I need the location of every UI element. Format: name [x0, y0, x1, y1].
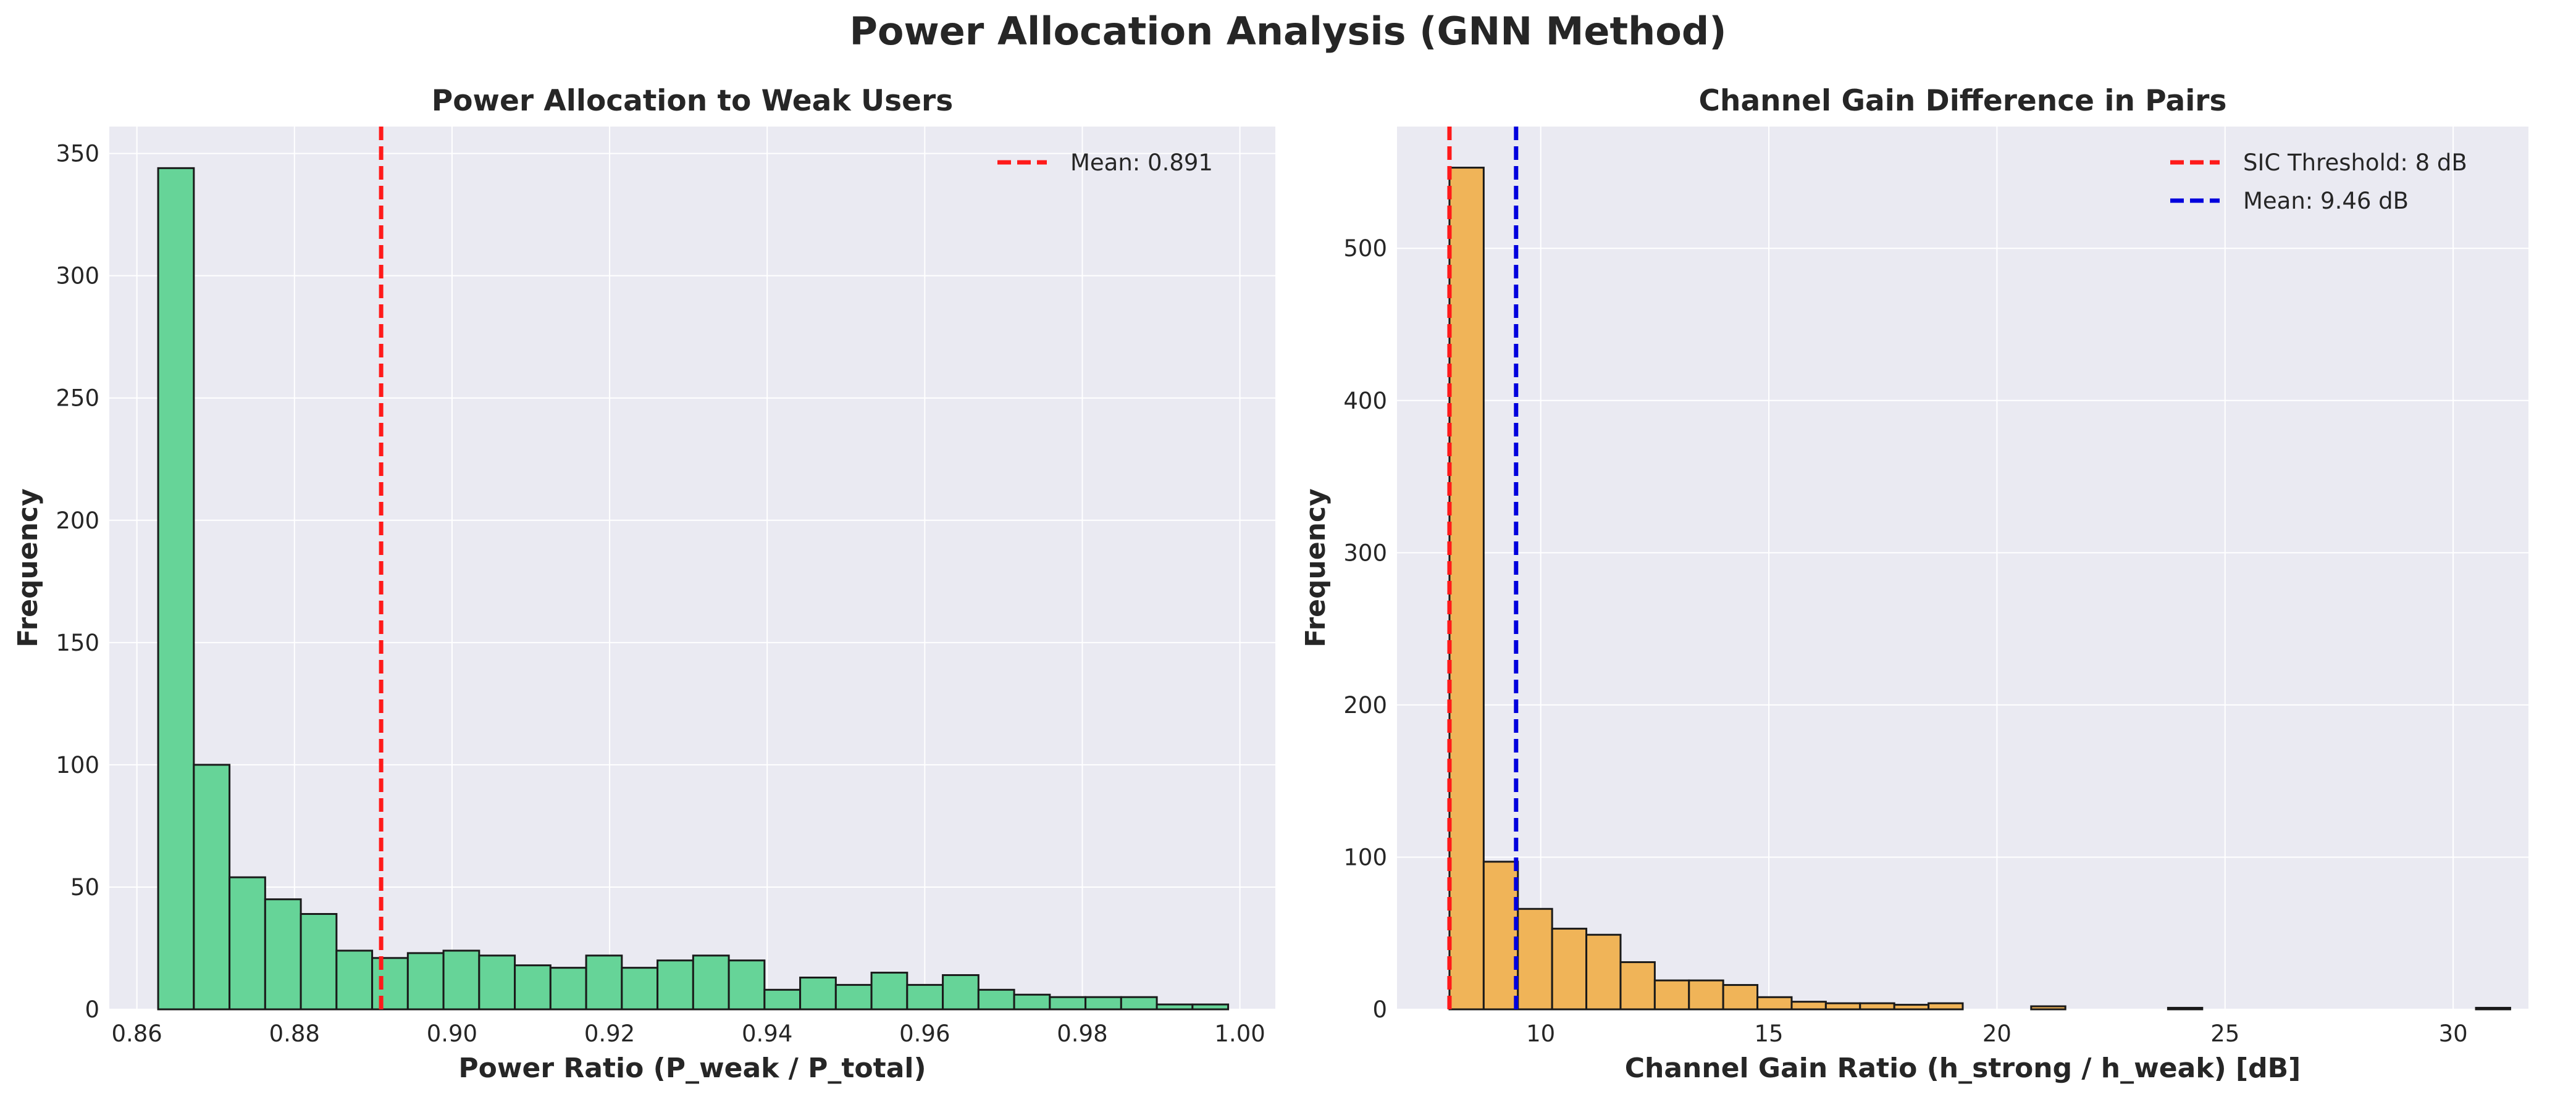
- y-axis-label: Frequency: [12, 488, 44, 648]
- legend-label: Mean: 0.891: [1070, 149, 1213, 176]
- histogram-bar: [657, 959, 694, 1011]
- histogram-bar: [549, 967, 587, 1011]
- histogram-bar: [157, 167, 195, 1011]
- histogram-bar: [229, 876, 266, 1011]
- histogram-bar: [1722, 984, 1759, 1011]
- histogram-bar: [300, 913, 338, 1011]
- histogram-bar: [1013, 993, 1051, 1011]
- histogram-bar: [371, 957, 409, 1011]
- histogram-bar: [834, 983, 873, 1011]
- histogram-bar: [1517, 907, 1553, 1011]
- x-tick-label: 0.96: [899, 1020, 950, 1047]
- histogram-bar: [906, 983, 944, 1011]
- x-tick-label: 20: [1982, 1020, 2012, 1047]
- y-tick-label: 350: [56, 141, 99, 167]
- y-axis-label: Frequency: [1300, 488, 1332, 648]
- y-tick-label: 50: [70, 874, 99, 901]
- y-tick-label: 300: [56, 263, 99, 290]
- y-tick-label: 100: [1343, 844, 1387, 870]
- histogram-bar: [1756, 996, 1793, 1011]
- x-tick-label: 0.90: [427, 1020, 477, 1047]
- histogram-bar: [1688, 979, 1724, 1011]
- histogram-bar: [1928, 1002, 1964, 1011]
- x-axis-label: Power Ratio (P_weak / P_total): [458, 1053, 926, 1084]
- histogram-bar: [692, 954, 730, 1011]
- histogram-bar: [585, 954, 623, 1011]
- histogram-bar: [406, 952, 445, 1011]
- y-tick-label: 200: [56, 507, 99, 534]
- x-tick-label: 0.86: [111, 1020, 162, 1047]
- y-tick-label: 200: [1343, 692, 1387, 719]
- histogram-bar: [1482, 861, 1519, 1011]
- histogram-bar: [1859, 1002, 1895, 1011]
- x-tick-label: 0.98: [1057, 1020, 1107, 1047]
- legend-label: Mean: 9.46 dB: [2243, 188, 2409, 214]
- y-tick-label: 400: [1343, 388, 1387, 414]
- chart-power-allocation: 0.86 0.88 0.90 0.92 0.94 0.96 0.98 1.00 0 50 100 15…: [12, 84, 1275, 1084]
- histogram-bar: [478, 954, 516, 1011]
- histogram-bar: [1191, 1003, 1230, 1011]
- x-tick-label: 0.94: [742, 1020, 792, 1047]
- histogram-bar: [621, 967, 659, 1011]
- x-tick-label: 0.88: [269, 1020, 320, 1047]
- histogram-bar: [2167, 1007, 2204, 1011]
- plot-area: [109, 127, 1275, 1009]
- histogram-bar: [1448, 167, 1485, 1011]
- y-tick-label: 100: [56, 752, 99, 778]
- histogram-bar: [1156, 1003, 1194, 1011]
- y-tick-label: 300: [1343, 540, 1387, 566]
- histogram-bar: [193, 764, 231, 1011]
- plot-area: [1397, 127, 2528, 1009]
- histogram-bar: [335, 949, 374, 1011]
- x-axis-label: Channel Gain Ratio (h_strong / h_weak) […: [1625, 1053, 2301, 1084]
- legend-label: SIC Threshold: 8 dB: [2243, 149, 2467, 176]
- histogram-bar: [870, 972, 908, 1011]
- y-tick-label: 0: [85, 996, 99, 1023]
- histogram-bar: [2475, 1007, 2511, 1011]
- x-tick-label: 0.92: [584, 1020, 635, 1047]
- histogram-bar: [1049, 996, 1087, 1011]
- histogram-bar: [1653, 979, 1690, 1011]
- histogram-bar: [728, 959, 766, 1011]
- histogram-bar: [1824, 1002, 1861, 1011]
- x-tick-label: 25: [2210, 1020, 2239, 1047]
- histogram-bar: [1619, 961, 1656, 1011]
- histogram-bar: [1790, 1001, 1827, 1011]
- histogram-bar: [442, 949, 480, 1011]
- y-tick-label: 500: [1343, 235, 1387, 262]
- x-tick-label: 15: [1755, 1020, 1784, 1047]
- y-tick-label: 150: [56, 630, 99, 656]
- histogram-bar: [1551, 927, 1588, 1011]
- histogram-bar: [1893, 1004, 1930, 1011]
- histogram-bar: [977, 988, 1015, 1011]
- chart-title: Channel Gain Difference in Pairs: [1699, 84, 2227, 118]
- figure-title: Power Allocation Analysis (GNN Method): [849, 9, 1727, 54]
- histogram-bar: [1085, 996, 1122, 1011]
- x-tick-label: 30: [2439, 1020, 2468, 1047]
- histogram-bar: [763, 988, 802, 1011]
- histogram-bar: [514, 964, 552, 1011]
- histogram-bar: [264, 898, 302, 1011]
- histogram-bar: [2030, 1005, 2066, 1011]
- y-tick-label: 0: [1372, 996, 1387, 1023]
- chart-title: Power Allocation to Weak Users: [432, 84, 953, 118]
- y-tick-label: 250: [56, 385, 99, 412]
- x-tick-label: 10: [1526, 1020, 1555, 1047]
- histogram-bar: [942, 974, 980, 1011]
- histogram-bar: [799, 977, 837, 1011]
- x-tick-label: 1.00: [1214, 1020, 1265, 1047]
- histogram-bar: [1120, 996, 1158, 1011]
- histogram-bar: [1585, 933, 1622, 1011]
